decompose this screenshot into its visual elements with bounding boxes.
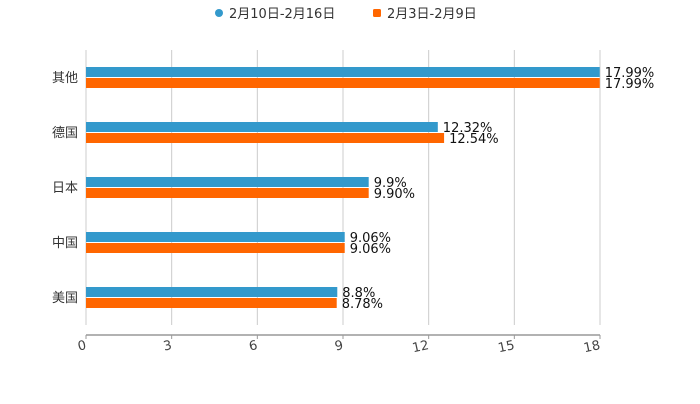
data-label: 8.8%	[342, 286, 375, 301]
category-label: 中国	[52, 236, 78, 251]
gridlines	[85, 50, 601, 325]
bar	[86, 188, 369, 198]
category-label: 德国	[52, 126, 78, 141]
data-label: 9.9%	[374, 176, 407, 191]
bar	[86, 298, 337, 308]
bar	[86, 177, 369, 187]
x-tick-label: 15	[497, 338, 516, 356]
legend-marker	[373, 9, 381, 17]
bars: 其他 17.99%17.99% 德国 12.32%12.54% 日本 9.9%9.90% 中…	[52, 66, 654, 312]
bar	[86, 78, 600, 88]
data-label: 9.06%	[350, 231, 391, 246]
data-label: 9.06%	[350, 242, 391, 257]
category-label: 其他	[52, 71, 78, 86]
category-label: 日本	[52, 181, 78, 196]
bar	[86, 133, 445, 143]
legend-label: 2月3日-2月9日	[387, 7, 477, 22]
data-label: 12.32%	[443, 121, 493, 136]
bar	[86, 122, 438, 132]
x-tick-label: 12	[411, 338, 430, 356]
data-label: 12.54%	[449, 132, 499, 147]
legend: 2月10日-2月16日 2月3日-2月9日	[215, 7, 477, 22]
data-label: 8.78%	[342, 297, 383, 312]
x-tick-label: 0	[76, 338, 87, 354]
bar	[86, 243, 345, 253]
bar	[86, 232, 345, 242]
data-label: 9.90%	[374, 187, 415, 202]
legend-marker	[215, 9, 223, 17]
data-label: 17.99%	[605, 77, 655, 92]
x-tick-label: 18	[582, 338, 601, 356]
legend-label: 2月10日-2月16日	[229, 7, 335, 22]
data-label: 17.99%	[605, 66, 655, 81]
category-label: 美国	[52, 291, 78, 306]
x-axis: 0 3 6 9 12 15 18	[76, 334, 602, 356]
x-tick-label: 3	[162, 338, 173, 354]
bar	[86, 287, 338, 297]
x-tick-label: 9	[333, 338, 344, 354]
x-tick-label: 6	[248, 338, 259, 354]
bar	[86, 67, 600, 77]
